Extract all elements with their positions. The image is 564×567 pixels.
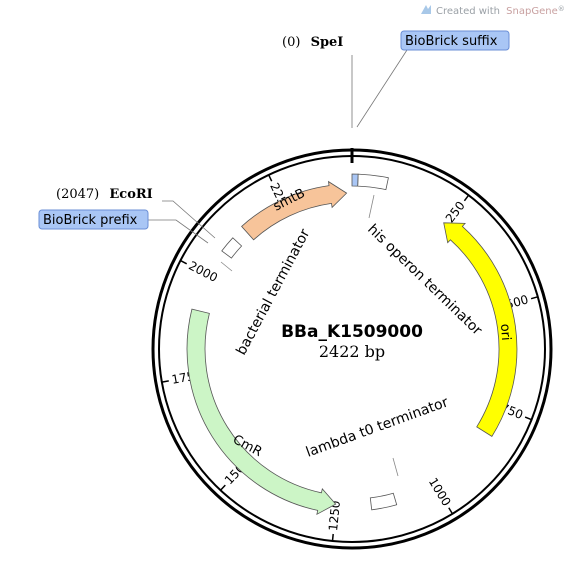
- tick-mark: [219, 484, 226, 491]
- biobrick-suffix-callout-box: [400, 30, 510, 51]
- biobrick-prefix-leader: [148, 219, 209, 244]
- lambda-terminator-leader: [392, 457, 399, 477]
- his-terminator-leader: [368, 194, 375, 219]
- tick-mark: [331, 533, 334, 542]
- ecori-position: (2047): [56, 187, 99, 202]
- tick-mark: [448, 507, 454, 515]
- svg-text:(2047) EcoRI: (2047) EcoRI: [56, 187, 153, 202]
- plasmid-length: 2422 bp: [319, 342, 385, 361]
- svg-text:Created with SnapGene®: Created with SnapGene®: [436, 5, 564, 17]
- snapgene-logo-icon: [421, 5, 431, 14]
- tick-mark: [530, 296, 539, 300]
- credit-mark: ®: [558, 5, 564, 13]
- ecori-leader-line: [162, 200, 216, 239]
- tick-mark: [463, 194, 470, 202]
- lambda-terminator-label: lambda t0 terminator: [304, 394, 451, 460]
- tick-label: 1000: [426, 475, 454, 508]
- svg-text:(0) SpeI: (0) SpeI: [282, 35, 343, 50]
- feature-biobrick-suffix-box[interactable]: [351, 173, 359, 187]
- biobrick-suffix-label[interactable]: BioBrick suffix: [405, 34, 498, 49]
- tick-mark: [524, 416, 532, 421]
- feature-smtB-arrow[interactable]: [241, 180, 348, 241]
- biobrick-prefix-label[interactable]: BioBrick prefix: [43, 213, 138, 228]
- spei-position: (0): [282, 35, 300, 50]
- ecori-name[interactable]: EcoRI: [109, 187, 152, 202]
- tick-mark: [268, 174, 273, 182]
- snapgene-credit: Created with SnapGene®: [421, 5, 564, 17]
- tick-label: 2000: [186, 259, 220, 285]
- spei-name[interactable]: SpeI: [311, 35, 344, 50]
- feature-ori-arrow[interactable]: [443, 222, 518, 437]
- plasmid-name: BBa_K1509000: [281, 322, 423, 342]
- credit-brand: SnapGene: [506, 6, 558, 17]
- feature-CmR-arrow[interactable]: [186, 308, 337, 516]
- tick-label: 250: [443, 199, 468, 226]
- tick-label: 1250: [326, 500, 343, 532]
- feature-lambda-terminator-box[interactable]: [369, 492, 398, 511]
- tick-mark: [180, 259, 188, 265]
- feature-his-terminator-box[interactable]: [357, 173, 389, 191]
- biobrick-suffix-leader: [356, 49, 408, 128]
- ori-label: ori: [497, 323, 513, 341]
- bacterial-terminator-leader: [220, 261, 233, 272]
- credit-prefix: Created with: [436, 6, 500, 17]
- biobrick-prefix-callout-box: [38, 209, 149, 230]
- tick-mark: [161, 380, 169, 383]
- feature-bacterial-terminator-box[interactable]: [221, 237, 243, 259]
